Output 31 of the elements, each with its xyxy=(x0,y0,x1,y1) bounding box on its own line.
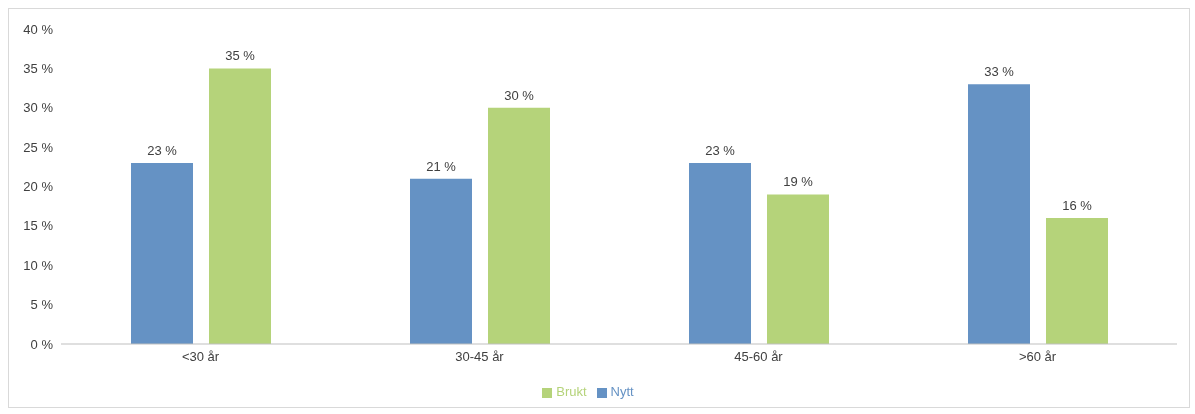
x-tick-label: <30 år xyxy=(181,349,220,365)
bar xyxy=(968,84,1030,344)
data-label: 35 % xyxy=(225,48,256,64)
data-label: 21 % xyxy=(426,158,457,174)
bar xyxy=(689,162,751,344)
y-tick-label: 10 % xyxy=(23,257,54,273)
bar xyxy=(488,107,550,344)
bar xyxy=(410,178,472,344)
x-tick-label: >60 år xyxy=(1018,349,1057,365)
y-tick-label: 25 % xyxy=(23,139,54,155)
data-label: 23 % xyxy=(705,142,736,158)
data-label: 19 % xyxy=(783,174,814,190)
x-tick-label: 45-60 år xyxy=(734,349,784,365)
bar xyxy=(131,162,193,344)
data-label: 33 % xyxy=(984,64,1015,80)
y-tick-label: 20 % xyxy=(23,179,54,195)
legend-label: Brukt xyxy=(556,384,587,399)
y-tick-label: 40 % xyxy=(23,21,54,37)
bar xyxy=(767,194,829,344)
bar xyxy=(1046,218,1108,344)
data-label: 23 % xyxy=(147,142,178,158)
y-tick-label: 0 % xyxy=(30,336,54,352)
legend-label: Nytt xyxy=(610,384,634,399)
bar xyxy=(209,68,271,344)
data-label: 16 % xyxy=(1062,198,1093,213)
y-tick-label: 35 % xyxy=(23,60,54,76)
data-label: 30 % xyxy=(504,87,535,103)
y-tick-label: 30 % xyxy=(23,100,54,116)
y-tick-label: 15 % xyxy=(23,218,54,234)
y-tick-label: 5 % xyxy=(30,297,54,313)
x-tick-label: 30-45 år xyxy=(455,349,505,365)
